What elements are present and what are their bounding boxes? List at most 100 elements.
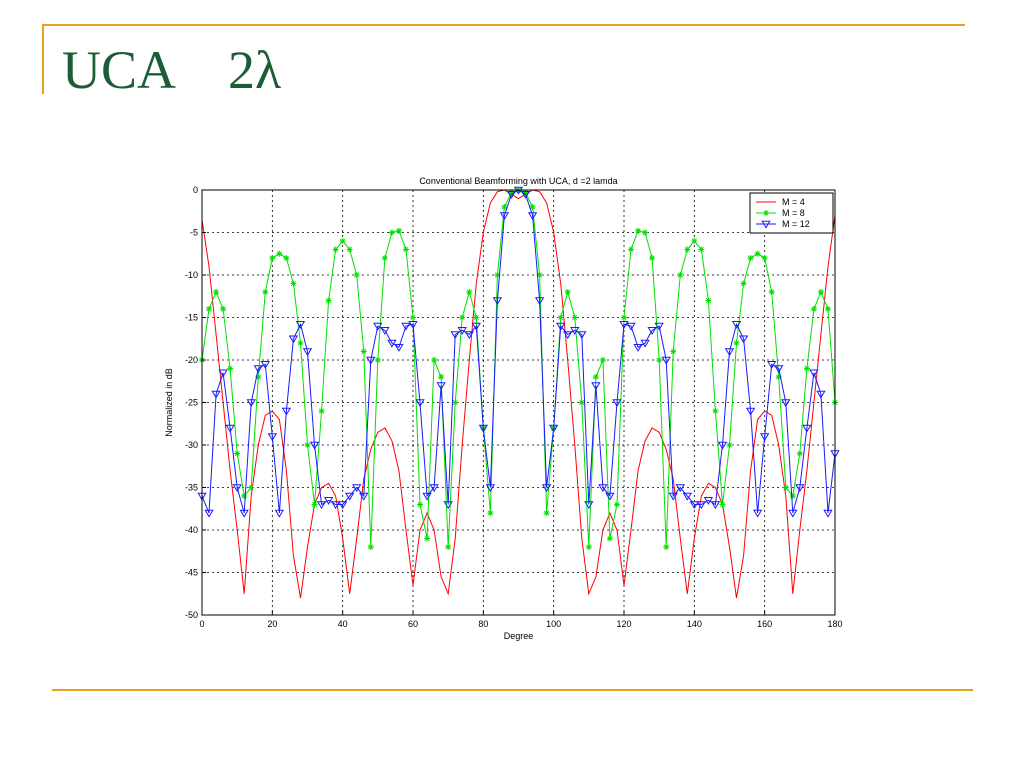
data-point	[591, 382, 601, 391]
data-point	[592, 374, 599, 380]
y-tick-label: -35	[185, 483, 198, 493]
chart-ticks: 0 20 40 60 80 100 120 140 160 180 0 -5 -10 -15 -20 -25 -…	[185, 185, 843, 629]
data-point	[754, 250, 761, 257]
data-point	[304, 442, 311, 448]
data-point	[436, 382, 446, 391]
x-tick-label: 60	[408, 619, 418, 629]
series-1	[201, 189, 836, 599]
data-point	[318, 408, 325, 414]
data-point	[557, 314, 564, 321]
data-point	[684, 246, 691, 253]
data-point	[227, 365, 234, 372]
y-tick-label: -45	[185, 568, 198, 578]
data-point	[824, 306, 831, 312]
data-point	[401, 322, 411, 331]
data-point	[267, 433, 278, 442]
data-point	[663, 544, 670, 550]
data-point	[647, 326, 657, 335]
data-point	[395, 227, 402, 234]
data-point	[352, 484, 362, 493]
data-point	[206, 306, 213, 312]
data-point	[640, 339, 650, 348]
data-point	[332, 246, 339, 253]
data-point	[204, 509, 214, 518]
data-point	[698, 246, 705, 253]
data-point	[585, 544, 592, 550]
data-point	[823, 509, 833, 518]
data-point	[501, 204, 508, 210]
x-tick-label: 160	[757, 619, 772, 629]
x-tick-label: 20	[267, 619, 277, 629]
data-point	[599, 357, 606, 363]
left-accent-rule	[42, 24, 44, 94]
data-point	[802, 424, 812, 433]
data-point	[809, 369, 819, 378]
data-point	[302, 348, 313, 357]
data-point	[738, 335, 749, 344]
slide-title-symbol: 2λ	[228, 40, 282, 100]
data-point	[464, 331, 474, 340]
data-point	[494, 272, 501, 278]
data-point	[782, 484, 789, 491]
data-point	[759, 433, 770, 442]
data-point	[487, 510, 494, 516]
legend-label: M = 8	[782, 208, 805, 218]
data-point	[691, 238, 698, 244]
data-point	[232, 484, 242, 493]
data-point	[628, 246, 635, 253]
data-point	[290, 280, 297, 287]
data-point	[443, 501, 453, 510]
data-point	[260, 360, 270, 369]
data-point	[810, 306, 817, 312]
y-tick-label: -50	[185, 610, 198, 620]
data-point	[450, 331, 460, 340]
data-point	[541, 484, 552, 493]
chart-legend: M = 4M = 8M = 12	[749, 192, 834, 234]
data-point	[724, 348, 735, 357]
data-point	[578, 399, 585, 406]
data-point	[431, 357, 438, 363]
data-point	[745, 407, 756, 416]
beamforming-chart: 0 20 40 60 80 100 120 140 160 180 0 -5 -10 -15 -20 -25 -…	[155, 165, 845, 645]
legend-label: M = 12	[782, 219, 810, 229]
data-point	[508, 189, 515, 196]
data-point	[649, 255, 656, 261]
data-point	[726, 442, 733, 448]
data-point	[283, 255, 290, 261]
data-point	[703, 496, 714, 505]
data-point	[239, 509, 249, 518]
data-point	[710, 501, 721, 510]
data-point	[752, 509, 763, 518]
data-point	[817, 289, 824, 295]
data-point	[796, 450, 803, 457]
y-tick-label: 0	[193, 185, 198, 195]
data-point	[325, 297, 332, 304]
data-point	[654, 322, 664, 331]
data-point	[218, 369, 228, 378]
data-point	[529, 204, 536, 210]
data-point	[619, 321, 629, 329]
data-point	[359, 492, 369, 501]
y-tick-label: -10	[185, 270, 198, 280]
data-point	[269, 255, 276, 261]
data-point	[571, 314, 578, 321]
data-point	[367, 544, 374, 550]
data-point	[387, 339, 397, 348]
data-point	[380, 326, 390, 335]
slide-title-text: UCA	[62, 40, 177, 100]
data-point	[316, 501, 327, 510]
data-point	[613, 501, 620, 508]
data-point	[633, 343, 643, 352]
data-point	[577, 331, 587, 340]
data-point	[288, 335, 299, 344]
data-point	[346, 246, 353, 253]
x-tick-label: 180	[827, 619, 842, 629]
data-point	[556, 322, 566, 331]
x-tick-label: 100	[546, 619, 561, 629]
data-point	[323, 496, 334, 505]
data-point	[598, 484, 608, 493]
legend-marker	[763, 210, 769, 216]
legend-label: M = 4	[782, 197, 805, 207]
data-point	[353, 272, 360, 278]
data-point	[689, 501, 700, 510]
